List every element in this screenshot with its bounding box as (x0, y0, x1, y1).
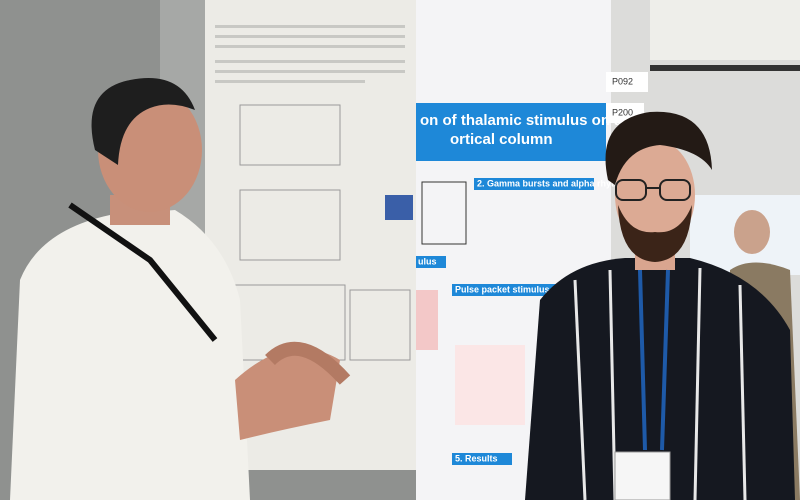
hair (605, 111, 712, 185)
plot (455, 345, 525, 425)
hair (91, 78, 195, 165)
ceiling (650, 0, 800, 60)
hands (235, 348, 340, 440)
beard (618, 205, 692, 262)
plot (416, 290, 438, 350)
heatmap (385, 195, 413, 220)
poster-title-bar (416, 103, 606, 161)
section-heading: ulus (418, 256, 437, 266)
sign-label: P092 (612, 76, 633, 86)
sign-label: P200 (612, 107, 633, 117)
section-heading: 2. Gamma bursts and alpha rhythms (477, 178, 633, 188)
black-shirt (525, 258, 795, 500)
sign (606, 72, 648, 92)
section-bar (452, 453, 512, 465)
rail (650, 65, 800, 71)
section-bar (474, 178, 594, 190)
section-bar (452, 284, 557, 296)
plot (349, 289, 411, 361)
left-photo (0, 0, 416, 500)
glasses (615, 179, 691, 201)
poster-title: ortical column (450, 131, 553, 148)
badge (614, 451, 671, 500)
section-heading: Pulse packet stimulus (455, 284, 550, 294)
lanyard (638, 269, 670, 451)
diagram (421, 181, 467, 245)
white-shirt (10, 210, 250, 500)
right-photo: on of thalamic stimulus on a ortical col… (416, 0, 800, 500)
section-bar (416, 256, 446, 268)
poster-title: on of thalamic stimulus on a (420, 112, 623, 129)
gesture (265, 341, 351, 385)
section-heading: 5. Results (455, 453, 498, 463)
face (615, 140, 695, 250)
poster-text-lines (215, 25, 405, 83)
plot (239, 189, 341, 261)
shirt-stripes (573, 267, 747, 500)
plot (239, 104, 341, 166)
lanyard (68, 202, 218, 342)
background-person (734, 210, 770, 254)
